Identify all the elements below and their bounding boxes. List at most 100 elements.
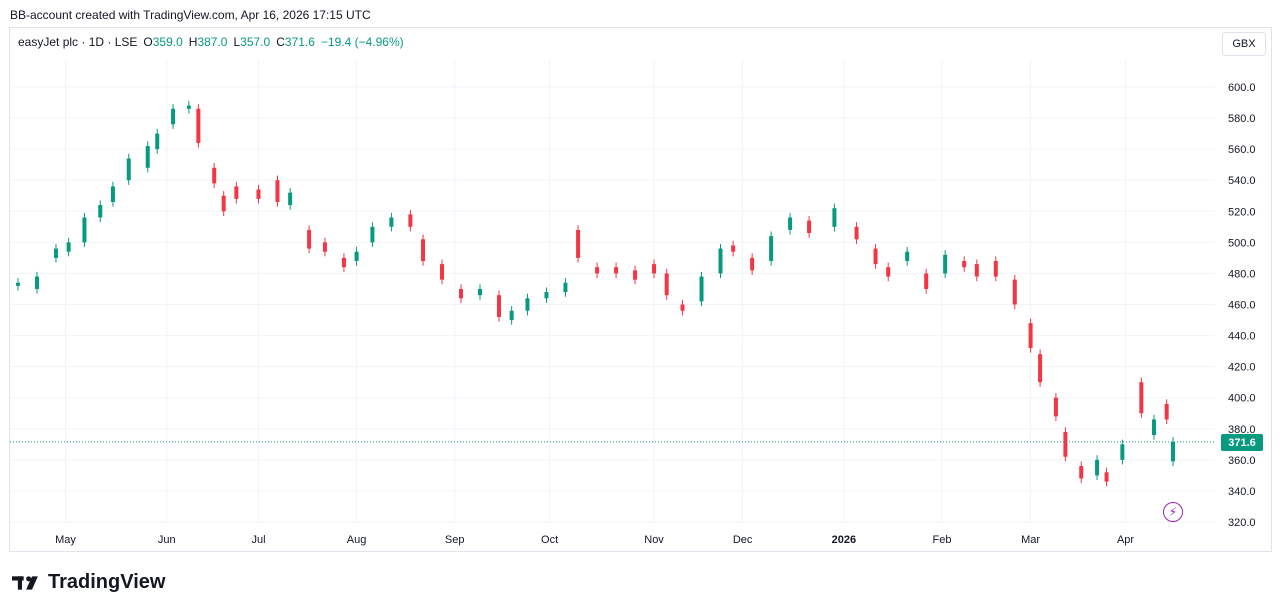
candle-body (234, 186, 239, 199)
close-label: C (276, 35, 285, 49)
candle-body (1120, 444, 1125, 460)
candle-body (563, 282, 568, 293)
candle-body (370, 226, 375, 243)
close-value: 371.6 (284, 35, 315, 49)
high-label: H (188, 35, 198, 49)
chart-frame[interactable] (9, 27, 1272, 552)
candle-body (496, 295, 501, 317)
candle-body (769, 236, 774, 261)
currency-button[interactable]: GBX (1222, 32, 1266, 56)
x-tick-label: Mar (1021, 534, 1040, 546)
y-tick-label: 580.0 (1228, 113, 1256, 125)
y-tick-label: 560.0 (1228, 144, 1256, 156)
symbol-label[interactable]: easyJet plc · 1D · LSE (18, 35, 138, 49)
low-label: L (233, 35, 241, 49)
y-tick-label: 460.0 (1228, 300, 1256, 312)
candle-body (873, 248, 878, 265)
tradingview-logo-icon (12, 575, 38, 590)
last-price-tag: 371.6 (1221, 434, 1263, 451)
x-tick-label: Aug (347, 534, 367, 546)
candle-body (664, 273, 669, 296)
candle-body (633, 270, 638, 280)
candle-body (354, 251, 359, 261)
candle-body (126, 158, 131, 181)
candle-body (341, 257, 346, 268)
lightning-event-icon[interactable]: ⚡ (1163, 502, 1183, 522)
candle-body (943, 254, 948, 274)
candle-body (110, 186, 115, 202)
candle-body (1038, 354, 1043, 383)
candle-body (256, 189, 261, 199)
candle-body (389, 217, 394, 227)
candle-body (750, 257, 755, 271)
x-tick-label: Nov (644, 534, 664, 546)
candle-body (1139, 382, 1144, 414)
candle-body (421, 239, 426, 261)
candle-body (595, 267, 600, 274)
candle-body (1164, 403, 1169, 420)
candle-body (288, 192, 293, 206)
y-tick-label: 360.0 (1228, 455, 1256, 467)
attribution-text: BB-account created with TradingView.com,… (10, 8, 371, 22)
candle-body (509, 310, 514, 321)
candle-body (145, 146, 150, 168)
y-tick-label: 400.0 (1228, 393, 1256, 405)
candle-body (652, 264, 657, 274)
candle-body (34, 276, 39, 289)
candle-body (66, 242, 71, 252)
x-tick-label: Sep (445, 534, 465, 546)
candle-body (1053, 397, 1058, 417)
candle-body (322, 242, 327, 252)
candle-body (307, 229, 312, 249)
candle-body (155, 133, 160, 150)
x-tick-label: Apr (1117, 534, 1134, 546)
candle-body (478, 288, 482, 296)
brand-name: TradingView (48, 571, 166, 593)
candle-body (1012, 279, 1017, 305)
y-tick-label: 420.0 (1228, 362, 1256, 374)
candle-body (1152, 419, 1157, 435)
candle-body (459, 288, 464, 299)
candle-body (614, 267, 619, 274)
brand-logo: TradingView (12, 571, 165, 594)
candle-body (16, 282, 20, 286)
candle-body (408, 214, 413, 227)
candle-body (993, 261, 998, 277)
y-tick-label: 520.0 (1228, 206, 1256, 218)
candle-body (788, 217, 793, 230)
candle-body (275, 180, 280, 202)
candle-body (680, 304, 685, 311)
candle-body (440, 264, 445, 280)
y-tick-label: 340.0 (1228, 486, 1256, 498)
candle-body (525, 298, 530, 311)
candle-body (905, 251, 910, 261)
low-value: 357.0 (240, 35, 271, 49)
y-tick-label: 600.0 (1228, 82, 1256, 94)
candle-body (832, 208, 837, 227)
candle-body (962, 261, 967, 268)
candle-body (82, 217, 87, 243)
candle-body (886, 267, 891, 277)
candle-body (1104, 472, 1109, 482)
candle-body (98, 205, 103, 218)
x-tick-label: May (55, 534, 76, 546)
candle-body (854, 226, 859, 240)
candle-body (718, 248, 723, 274)
y-tick-label: 320.0 (1228, 517, 1256, 529)
change-value: −19.4 (−4.96%) (320, 35, 404, 49)
x-tick-label: Oct (541, 534, 558, 546)
y-tick-label: 500.0 (1228, 237, 1256, 249)
candle-body (576, 229, 581, 258)
candle-body (699, 276, 704, 302)
candle-body (53, 248, 58, 258)
y-tick-label: 480.0 (1228, 268, 1256, 280)
y-tick-label: 440.0 (1228, 331, 1256, 343)
ohlc-legend: easyJet plc · 1D · LSE O 359.0 H 387.0 L 35… (18, 35, 404, 49)
candle-body (171, 108, 176, 125)
y-tick-label: 540.0 (1228, 175, 1256, 187)
open-value: 359.0 (152, 35, 183, 49)
candle-body (807, 220, 812, 234)
candle-body (1028, 323, 1033, 348)
high-value: 387.0 (197, 35, 228, 49)
